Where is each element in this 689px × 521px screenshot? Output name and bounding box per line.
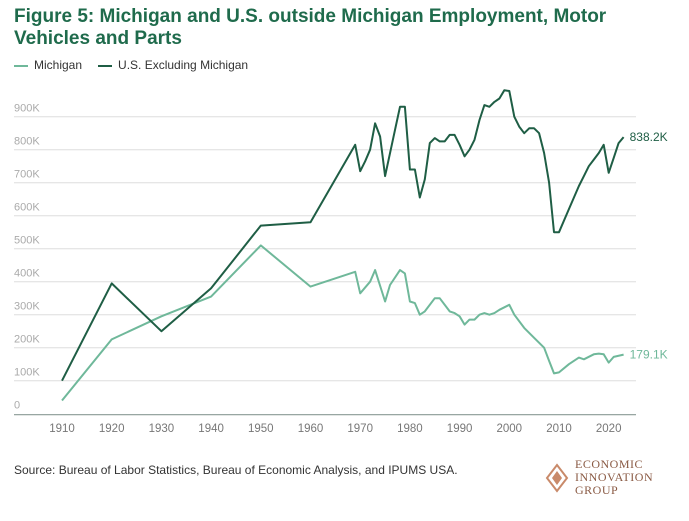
eig-logo: ECONOMIC INNOVATION GROUP <box>545 458 653 497</box>
chart-title: Figure 5: Michigan and U.S. outside Mich… <box>14 6 607 49</box>
x-tick-label: 2000 <box>497 423 523 435</box>
x-tick-label: 1960 <box>298 423 324 435</box>
legend-item-us: U.S. Excluding Michigan <box>98 58 248 72</box>
x-tick-label: 1940 <box>198 423 224 435</box>
end-value-label: 838.2K <box>630 130 668 144</box>
x-tick-label: 1980 <box>397 423 423 435</box>
legend-swatch-michigan <box>14 64 28 67</box>
legend-label: U.S. Excluding Michigan <box>118 58 249 72</box>
x-tick-label: 2020 <box>596 423 622 435</box>
y-tick-label: 0 <box>14 400 20 412</box>
logo-line: ECONOMIC <box>575 457 644 471</box>
x-tick-label: 1930 <box>149 423 175 435</box>
source-note: Source: Bureau of Labor Statistics, Bure… <box>14 463 458 477</box>
x-tick-label: 1920 <box>99 423 125 435</box>
y-tick-label: 100K <box>14 367 40 379</box>
x-tick-label: 1990 <box>447 423 473 435</box>
y-tick-label: 200K <box>14 334 40 346</box>
y-tick-label: 800K <box>14 136 40 148</box>
logo-line: GROUP <box>575 483 619 497</box>
diamond-logo-icon <box>545 462 569 493</box>
x-tick-label: 1910 <box>49 423 75 435</box>
x-tick-label: 1950 <box>248 423 274 435</box>
y-tick-label: 600K <box>14 202 40 214</box>
x-tick-label: 1970 <box>347 423 373 435</box>
end-value-label: 179.1K <box>630 348 668 362</box>
y-tick-label: 400K <box>14 268 40 280</box>
y-tick-label: 900K <box>14 103 40 115</box>
legend-item-michigan: Michigan <box>14 58 82 72</box>
michigan-line <box>61 244 624 402</box>
legend-label: Michigan <box>34 58 83 72</box>
logo-line: INNOVATION <box>575 470 654 484</box>
y-tick-label: 700K <box>14 169 40 181</box>
x-tick-label: 2010 <box>546 423 572 435</box>
y-tick-label: 500K <box>14 235 40 247</box>
legend-swatch-us <box>98 64 113 67</box>
us-excluding-michigan-line <box>61 89 625 382</box>
legend: Michigan U.S. Excluding Michigan <box>14 58 248 72</box>
y-tick-label: 300K <box>14 301 40 313</box>
